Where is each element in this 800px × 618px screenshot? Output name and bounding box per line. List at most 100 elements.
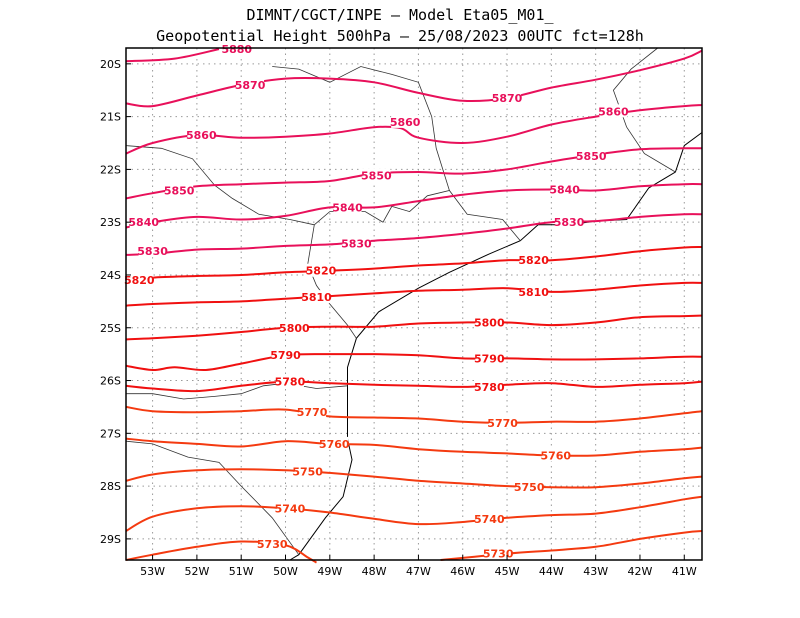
- contour-label-bg: [577, 149, 606, 163]
- lat-tick-label: 24S: [100, 269, 121, 282]
- contour-5840: [125, 183, 703, 229]
- lat-tick-label: 28S: [100, 480, 121, 493]
- contour-label-bg: [555, 215, 584, 229]
- axis-ticks: 53W 52W 51W 50W 49W 48W 47W 46W 45W 44W 43W 42W 41W 2…: [100, 58, 697, 578]
- contour-label-bg: [484, 546, 513, 560]
- contour-label: 5880: [221, 43, 252, 56]
- contour-label: 5790: [474, 352, 505, 365]
- contour-label: 5850: [164, 185, 195, 198]
- contour-5830: [125, 213, 703, 256]
- contour-label-bg: [125, 273, 154, 287]
- contour-label-bg: [599, 104, 628, 118]
- lon-tick-label: 46W: [450, 565, 475, 578]
- lat-tick-label: 20S: [100, 58, 121, 71]
- contour-label-bg: [515, 480, 544, 494]
- contour-5730: [440, 530, 703, 561]
- contour-label: 5780: [474, 381, 505, 394]
- title-line-1: DIMNT/CGCT/INPE – Model Eta05_M01_: [246, 6, 554, 24]
- contour-5870: [125, 49, 703, 108]
- lat-tick-label: 21S: [100, 111, 121, 124]
- contour-5750: [125, 468, 703, 489]
- contour-lines: [125, 48, 703, 564]
- contour-label: 5830: [137, 245, 168, 258]
- title-line-2: Geopotential Height 500hPa – 25/08/2023 …: [156, 27, 644, 45]
- contour-label-bg: [475, 511, 504, 525]
- contour-label-bg: [258, 537, 287, 551]
- contour-label-bg: [488, 415, 517, 429]
- contour-label: 5840: [549, 183, 580, 196]
- lon-tick-label: 47W: [406, 565, 431, 578]
- contour-label: 5830: [341, 237, 372, 250]
- lon-tick-label: 50W: [273, 565, 298, 578]
- contour-label: 5850: [576, 150, 607, 163]
- contour-label-bg: [280, 320, 309, 334]
- contour-label: 5860: [598, 105, 629, 118]
- contour-5800: [125, 314, 703, 341]
- contour-label-bg: [129, 215, 158, 229]
- lon-tick-label: 48W: [362, 565, 387, 578]
- contour-label: 5780: [275, 376, 306, 389]
- contour-label-bg: [541, 448, 570, 462]
- contour-label: 5760: [319, 438, 350, 451]
- lon-tick-label: 51W: [229, 565, 254, 578]
- contour-label: 5840: [332, 201, 363, 214]
- contour-5880: [125, 48, 220, 63]
- contour-label: 5830: [554, 216, 585, 229]
- contour-label: 5820: [124, 274, 155, 287]
- lon-tick-label: 42W: [628, 565, 653, 578]
- contour-label: 5860: [186, 129, 217, 142]
- contour-5850: [125, 147, 703, 200]
- coastline: [289, 132, 703, 561]
- contour-label: 5810: [301, 291, 332, 304]
- contour-5730: [125, 540, 317, 564]
- contour-label-bg: [519, 284, 548, 298]
- contour-label-bg: [302, 290, 331, 304]
- lon-tick-label: 43W: [583, 565, 608, 578]
- contour-label-bg: [298, 405, 327, 419]
- contour-label-bg: [138, 244, 167, 258]
- contour-label-bg: [519, 253, 548, 267]
- contour-label-bg: [493, 91, 522, 105]
- contour-label: 5750: [292, 465, 323, 478]
- contour-label: 5870: [235, 79, 266, 92]
- contour-label: 5800: [279, 322, 310, 335]
- contour-label: 5820: [306, 265, 337, 278]
- geography-lines: [125, 47, 703, 561]
- lat-tick-label: 27S: [100, 427, 121, 440]
- state-border: [126, 382, 348, 400]
- contour-5740: [125, 495, 703, 532]
- lat-tick-label: 22S: [100, 163, 121, 176]
- contour-5820: [125, 246, 703, 282]
- contour-label-bg: [236, 77, 265, 91]
- contour-label: 5740: [474, 513, 505, 526]
- contour-label: 5860: [390, 116, 421, 129]
- state-border: [314, 190, 521, 241]
- contour-label: 5840: [128, 216, 159, 229]
- contour-label-bg: [320, 436, 349, 450]
- contour-label: 5730: [483, 548, 514, 561]
- lat-tick-label: 23S: [100, 216, 121, 229]
- contour-labels: 5880 5870 5870 5860 5860 5860 5850 5850 5850 5840…: [124, 42, 629, 561]
- contour-label-bg: [275, 501, 304, 515]
- lon-tick-label: 41W: [672, 565, 697, 578]
- contour-label: 5770: [297, 406, 328, 419]
- contour-label-bg: [342, 236, 371, 250]
- state-border: [626, 126, 676, 173]
- lat-tick-label: 26S: [100, 375, 121, 388]
- contour-label-bg: [275, 374, 304, 388]
- contour-label: 5790: [270, 349, 301, 362]
- lat-tick-label: 25S: [100, 322, 121, 335]
- contour-label: 5800: [474, 316, 505, 329]
- contour-label: 5750: [514, 481, 545, 494]
- contour-label-bg: [550, 182, 579, 196]
- contour-label: 5760: [540, 449, 571, 462]
- contour-label: 5740: [275, 502, 306, 515]
- contour-label-bg: [271, 348, 300, 362]
- contour-label: 5770: [487, 417, 518, 430]
- lon-tick-label: 45W: [495, 565, 520, 578]
- contour-label-bg: [475, 351, 504, 365]
- contour-5810: [125, 281, 703, 307]
- contour-label-bg: [187, 128, 216, 142]
- contour-label: 5810: [518, 286, 549, 299]
